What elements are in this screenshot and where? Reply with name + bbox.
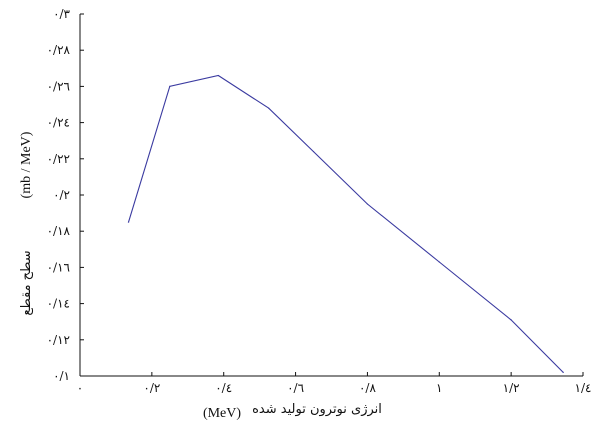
data-point (438, 261, 440, 263)
data-point (510, 319, 512, 321)
x-axis-ticks: ۰ ۰/۲ ۰/٤ ۰/٦ ۰/۸ ۱ ۱/۲ ۱/٤ (77, 372, 592, 395)
y-axis-unit: (mb / MeV) (19, 131, 34, 198)
y-tick-label: ۰/۱ (53, 369, 70, 383)
data-point (562, 371, 564, 373)
x-tick-label: ۰/۲ (143, 381, 160, 395)
data-point (217, 74, 219, 77)
x-tick-label: ۰/٦ (287, 381, 304, 395)
x-tick-label: ۱/٤ (575, 381, 592, 395)
x-axis-label: انرژی نوترون تولید شده (252, 402, 382, 417)
y-tick-label: ۰/۳ (53, 7, 70, 21)
x-axis-unit: (MeV) (203, 406, 241, 421)
x-tick-label: ۰ (77, 381, 83, 395)
y-tick-label: ۰/۲٦ (47, 79, 70, 93)
y-axis-label: سطح مقطع (19, 250, 34, 315)
y-tick-label: ۰/۲۲ (47, 152, 70, 166)
y-tick-label: ۰/۱٤ (47, 297, 70, 311)
y-tick-label: ۰/۲ (53, 188, 70, 202)
y-tick-label: ۰/۱۲ (47, 333, 70, 347)
data-point (312, 150, 315, 153)
data-point (268, 107, 270, 109)
y-tick-label: ۰/۲٤ (47, 116, 70, 130)
data-point (366, 203, 369, 205)
y-tick-label: ۰/۱۸ (47, 224, 71, 238)
y-axis-ticks: ۰/۱ ۰/۱۲ ۰/۱٤ ۰/۱٦ ۰/۱۸ ۰/۲ ۰/۲۲ ۰/۲٤ ۰/۲٦ ۰/۲۸ ۰/… (47, 7, 84, 383)
x-tick-label: ۰/۸ (359, 381, 376, 395)
data-point (127, 221, 130, 223)
data-point (169, 85, 171, 87)
x-tick-label: ۰/٤ (215, 381, 232, 395)
series-line (127, 74, 564, 373)
x-tick-label: ۱ (436, 381, 442, 395)
y-tick-label: ۰/۱٦ (47, 260, 70, 274)
x-tick-label: ۱/۲ (503, 381, 520, 395)
series-group (127, 74, 564, 373)
y-tick-label: ۰/۲۸ (47, 43, 71, 57)
